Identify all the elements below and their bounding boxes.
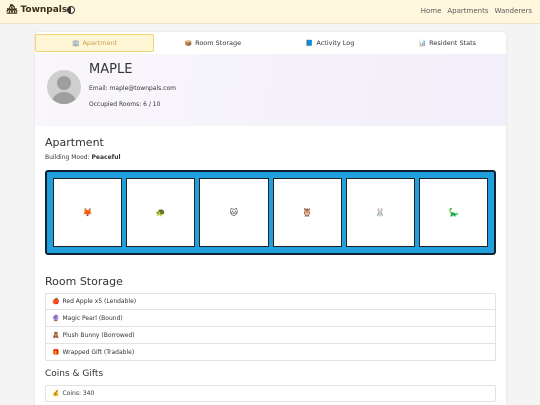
houses-icon: 🏘 <box>6 5 18 15</box>
profile-header: MAPLE Email: maple@townpals.com Occupied… <box>35 54 506 126</box>
apartment-rooms: 🦊 🐢 🐱 🦉 🐰 🦕 <box>45 170 496 255</box>
room-cat[interactable]: 🐱 <box>199 178 269 247</box>
tab-apartment[interactable]: 🏢 Apartment <box>35 34 155 52</box>
apartment-heading: Apartment <box>45 136 104 149</box>
nav-home-link[interactable]: Home <box>420 7 442 15</box>
item-label: Red Apple x5 (Lendable) <box>62 298 137 305</box>
tab-label: Resident Stats <box>429 39 477 47</box>
building-icon: 🏢 <box>71 39 80 47</box>
coins-row: 💰 Coins: 340 <box>45 385 496 402</box>
dinosaur-icon: 🦕 <box>448 208 459 217</box>
storage-item[interactable]: 🧸 Plush Bunny (Borrowed) <box>45 327 496 344</box>
half-moon-icon[interactable] <box>67 6 75 14</box>
apple-icon: 🍎 <box>52 298 60 305</box>
tab-label: Activity Log <box>316 39 355 47</box>
bar-chart-icon: 📊 <box>418 39 427 47</box>
storage-item[interactable]: 🔮 Magic Pearl (Bound) <box>45 310 496 327</box>
gift-icon: 🎁 <box>52 348 60 356</box>
coins-label: Coins: 340 <box>62 390 95 397</box>
tab-activity-log[interactable]: 📘 Activity Log <box>272 34 389 52</box>
avatar-body <box>51 92 77 104</box>
resident-email: Email: maple@townpals.com <box>89 85 176 92</box>
room-storage-heading: Room Storage <box>45 275 123 288</box>
rabbit-icon: 🐰 <box>375 208 386 217</box>
main-card: 🏢 Apartment 📦 Room Storage 📘 Activity Lo… <box>35 32 506 405</box>
building-mood: Building Mood: Peaceful <box>45 154 121 161</box>
occupied-rooms: Occupied Rooms: 6 / 10 <box>89 101 161 108</box>
top-nav: Home Apartments Wanderers <box>421 7 532 15</box>
storage-list: 🍎 Red Apple x5 (Lendable) 🔮 Magic Pearl … <box>45 293 496 361</box>
room-dinosaur[interactable]: 🦕 <box>418 178 489 247</box>
coins-gifts-heading: Coins & Gifts <box>45 369 104 379</box>
tab-resident-stats[interactable]: 📊 Resident Stats <box>389 34 506 52</box>
nav-apartments-link[interactable]: Apartments <box>447 7 489 15</box>
money-bag-icon: 💰 <box>52 390 60 397</box>
avatar-head <box>57 76 71 90</box>
tab-room-storage[interactable]: 📦 Room Storage <box>154 34 271 52</box>
cat-icon: 🐱 <box>229 208 239 217</box>
storage-item[interactable]: 🍎 Red Apple x5 (Lendable) <box>45 293 496 310</box>
tab-label: Apartment <box>82 39 118 47</box>
tab-bar: 🏢 Apartment 📦 Room Storage 📘 Activity Lo… <box>35 34 506 52</box>
book-icon: 📘 <box>305 39 314 47</box>
brand-name: Townpals <box>20 5 68 15</box>
turtle-icon: 🐢 <box>155 208 166 217</box>
mood-label: Building Mood: <box>45 154 92 161</box>
item-label: Magic Pearl (Bound) <box>62 314 123 322</box>
mood-value: Peaceful <box>91 154 121 161</box>
crystal-ball-icon: 🔮 <box>52 314 60 322</box>
resident-name: MAPLE <box>89 62 133 77</box>
brand-logo[interactable]: 🏘 Townpals <box>6 5 67 15</box>
room-fox[interactable]: 🦊 <box>53 178 123 247</box>
owl-icon: 🦉 <box>302 208 313 217</box>
room-rabbit[interactable]: 🐰 <box>345 178 415 247</box>
storage-item[interactable]: 🎁 Wrapped Gift (Tradable) <box>45 344 496 361</box>
room-owl[interactable]: 🦉 <box>272 178 342 247</box>
tab-label: Room Storage <box>195 39 242 47</box>
avatar <box>47 70 81 104</box>
nav-wanderers-link[interactable]: Wanderers <box>494 7 532 15</box>
top-bar: 🏘 Townpals Home Apartments Wanderers <box>0 0 540 24</box>
box-icon: 📦 <box>184 39 193 47</box>
teddy-bear-icon: 🧸 <box>52 331 60 339</box>
room-turtle[interactable]: 🐢 <box>126 178 196 247</box>
fox-icon: 🦊 <box>82 208 93 217</box>
item-label: Wrapped Gift (Tradable) <box>62 348 135 356</box>
item-label: Plush Bunny (Borrowed) <box>62 331 135 339</box>
